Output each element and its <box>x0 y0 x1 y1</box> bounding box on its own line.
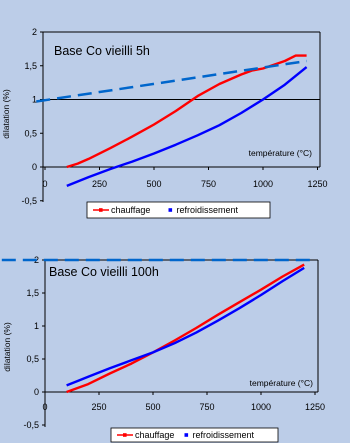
legend-label-chauffage: chauffage <box>111 205 150 215</box>
y-tick-label: 1,5 <box>26 288 39 298</box>
y-tick-label: 0,5 <box>26 354 39 364</box>
x-tick-label: 0 <box>42 179 47 189</box>
legend-marker-refroidissement <box>168 208 173 212</box>
legend-marker-refroidissement <box>184 433 189 437</box>
series-line-chauffage <box>66 54 307 169</box>
series-group <box>1 258 315 394</box>
y-tick-label: 2 <box>32 27 37 37</box>
x-tick-label: 750 <box>201 179 216 189</box>
x-tick-label: 1250 <box>307 179 327 189</box>
x-tick-label: 750 <box>199 402 214 412</box>
y-tick-label: -0,5 <box>21 196 37 206</box>
y-axis-label: dilatation (%) <box>1 89 11 139</box>
legend-label-refroidissement: refroidissement <box>177 205 239 215</box>
y-tick-label: 0,5 <box>24 128 37 138</box>
legend-marker-chauffage <box>99 208 103 212</box>
legend-box <box>110 427 279 443</box>
y-tick-label: 1 <box>34 321 39 331</box>
chart-5h: -0,5 0 0,5 1 1,5 2 0 250 500 750 1000 1250 Base Co v… <box>1 27 328 219</box>
y-tick-label: 1 <box>32 95 37 105</box>
y-tick-label: -0,5 <box>23 420 39 430</box>
legend-box <box>86 201 271 219</box>
legend-marker-chauffage <box>123 433 127 437</box>
series-line-chauffage <box>66 263 305 394</box>
x-tick-label: 0 <box>42 402 47 412</box>
y-tick-label: 0 <box>32 162 37 172</box>
x-tick-label: 1250 <box>305 402 325 412</box>
x-axis-label: température (°C) <box>249 148 313 158</box>
x-tick-label: 1000 <box>251 402 271 412</box>
trend-line-dashed <box>36 59 307 103</box>
y-tick-label: 1,5 <box>24 61 37 71</box>
chart-title: Base Co vieilli 5h <box>54 44 150 58</box>
x-tick-label: 250 <box>91 402 106 412</box>
series-line-refroidissement <box>66 66 308 188</box>
y-axis-label: dilatation (%) <box>2 322 12 372</box>
x-tick-label: 500 <box>145 402 160 412</box>
legend-label-chauffage: chauffage <box>135 430 174 440</box>
series-line-refroidissement <box>66 266 305 387</box>
x-axis-label: température (°C) <box>250 378 314 388</box>
x-tick-label: 250 <box>92 179 107 189</box>
series-group <box>36 54 308 188</box>
legend-label-refroidissement: refroidissement <box>193 430 255 440</box>
x-tick-label: 1000 <box>253 179 273 189</box>
legend: chauffage refroidissement <box>86 201 271 219</box>
legend: chauffage refroidissement <box>110 427 279 443</box>
y-tick-label: 0 <box>34 387 39 397</box>
chart-title: Base Co vieilli 100h <box>49 265 159 279</box>
x-tick-label: 500 <box>146 179 161 189</box>
